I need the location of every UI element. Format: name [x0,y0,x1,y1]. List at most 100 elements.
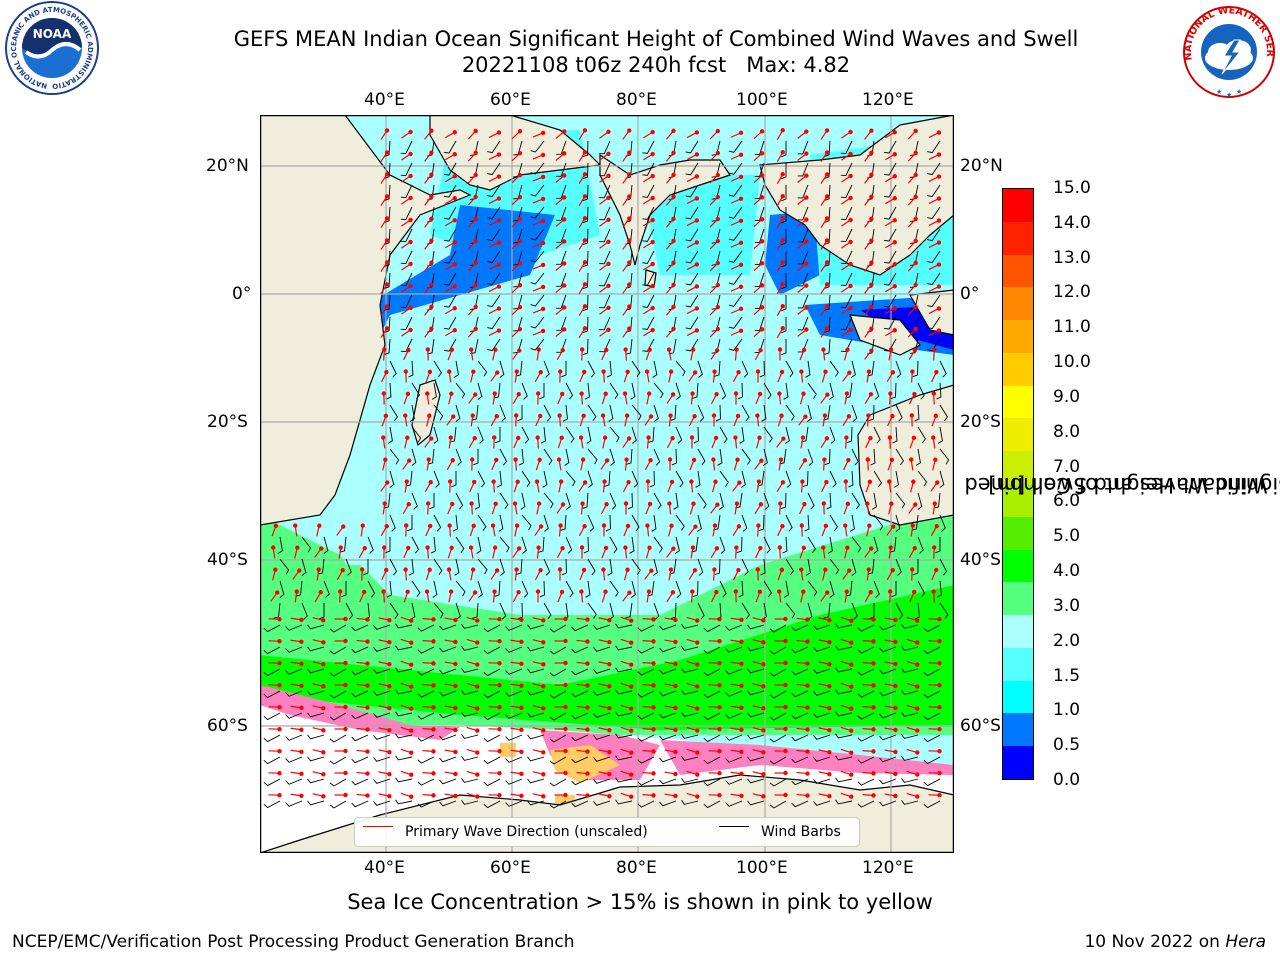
wave-direction-arrowhead [627,282,632,287]
wave-direction-arrowhead [650,261,655,267]
wave-direction-arrowhead [821,501,827,506]
wave-direction-arrowhead [473,216,478,222]
wave-direction-arrowhead [757,391,763,397]
wind-barb [487,338,501,352]
wind-barb [681,668,699,673]
wave-direction-arrowhead [671,216,676,221]
lon-tick-top-120e: 120°E [862,90,914,110]
wind-barbs [263,140,950,809]
wind-barb [939,404,948,422]
wind-barb [400,294,413,309]
wave-direction-arrowhead [893,793,898,799]
wave-direction-arrowhead [912,348,918,353]
wind-barb [653,404,659,422]
wind-barb [642,184,655,198]
wave-direction-arrowhead [667,501,672,506]
wave-direction-arrowhead [844,391,850,396]
wave-direction-arrowhead [915,640,920,645]
swh-band-moderate-band-2 [260,565,954,685]
wind-barb [813,668,831,674]
wave-direction-arrowhead [715,326,721,332]
wind-barb [351,756,369,764]
wind-barb [923,756,941,765]
wind-barb [329,734,347,743]
wind-barb [879,646,897,653]
wind-barb [785,470,792,488]
wave-direction-arrowhead [560,391,565,397]
wave-direction-arrowhead [468,545,474,550]
wave-direction-arrowhead [453,617,458,623]
wind-barb [901,668,919,673]
wave-direction-arrowhead [715,172,721,178]
wave-direction-arrowhead [453,661,458,667]
wind-barb [719,426,728,444]
wave-direction-arrowhead [802,458,808,463]
wind-barb [455,492,464,510]
wind-barb [389,514,396,532]
wind-barb [395,755,413,761]
wave-direction-arrowhead [693,524,698,529]
wave-direction-arrowhead [519,705,524,710]
wind-barb [883,250,897,264]
wind-barb [395,689,413,695]
wave-direction-arrowhead [562,305,567,310]
colorbar-tick-label: 8.0 [1053,421,1081,442]
wind-barb [386,382,392,400]
wind-barb [604,470,611,487]
wave-direction-arrowhead [516,589,521,595]
colorbar [1002,188,1034,780]
colorbar-segment [1003,352,1033,386]
wind-barb [593,624,611,630]
wave-direction-arrowhead [804,305,809,310]
wave-direction-arrowhead [582,523,587,529]
wind-barb [505,712,523,719]
wind-barb [883,140,897,154]
wave-direction-arrowhead [540,262,546,268]
wave-direction-arrowhead [382,347,387,352]
wave-direction-arrowhead [869,282,874,287]
wind-barb [883,206,897,220]
wind-barb [395,733,413,739]
wave-direction-arrowhead [492,545,498,550]
wind-barb [797,184,809,199]
wave-direction-arrowhead [431,661,436,666]
wave-direction-arrowhead [821,347,826,352]
wave-direction-arrowhead [889,457,895,463]
wind-barb [637,712,655,720]
wave-direction-arrowhead [447,479,453,484]
wind-barb [329,690,347,699]
wind-barb [367,536,374,554]
wave-direction-arrowhead [562,129,567,134]
wave-direction-arrowhead [646,589,652,594]
wind-barb [443,294,457,308]
wind-barb [848,470,854,488]
wind-barb [439,646,457,653]
wave-direction-arrowhead [515,479,520,484]
wind-barb [763,492,770,510]
wind-barb [461,756,479,761]
wave-direction-arrowhead [475,750,480,755]
wave-direction-legend-line [363,826,393,827]
wind-barb [912,360,919,378]
wind-barb [901,756,919,761]
wave-direction-arrowhead [452,174,457,179]
wave-direction-arrowhead [848,195,853,201]
wind-barb [516,558,523,575]
wave-direction-arrowhead [893,617,898,623]
wind-barb [685,294,699,308]
wind-barb [599,162,611,177]
wind-barb [307,756,325,762]
wind-barb [609,448,615,466]
wind-barb [527,668,545,674]
wave-direction-arrowhead [777,589,782,594]
wind-barb [675,470,684,488]
wave-direction-arrowhead [382,501,387,506]
wind-barb [703,624,721,633]
wave-direction-arrowhead [869,194,874,199]
wind-barb [781,207,787,224]
wave-direction-arrowhead [429,238,434,243]
wind-barb [728,250,743,263]
wave-direction-arrowhead [563,616,568,622]
wind-barb [671,448,677,466]
wave-direction-arrowhead [936,218,942,223]
